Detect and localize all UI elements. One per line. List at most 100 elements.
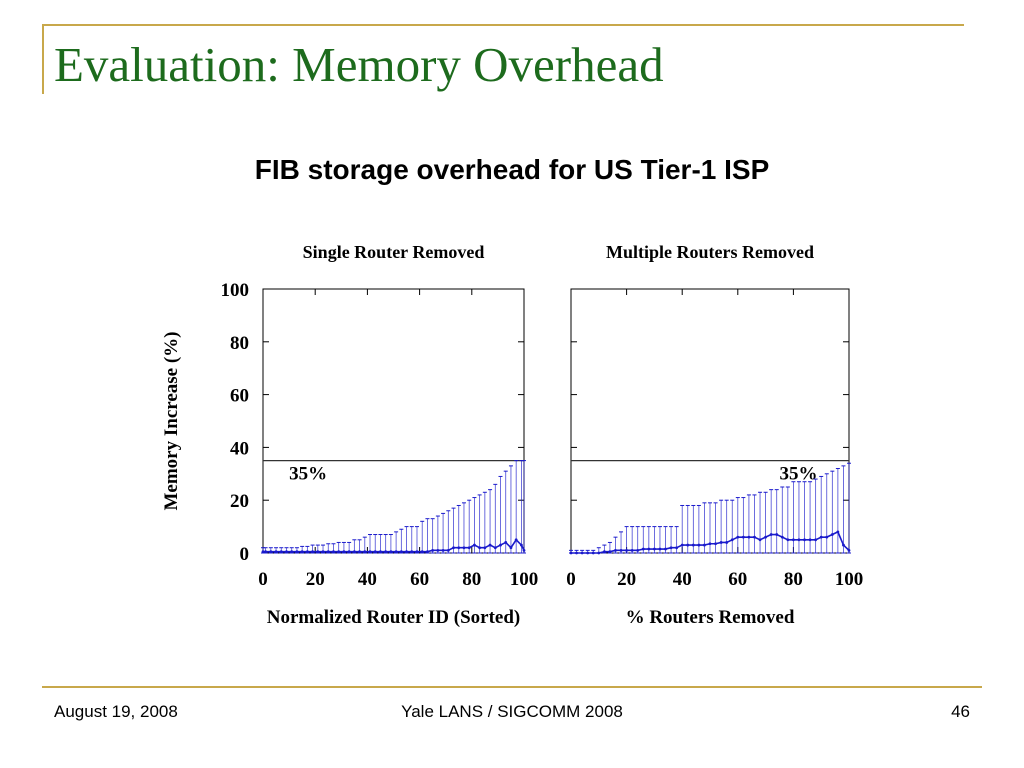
average-point <box>441 548 445 552</box>
average-point <box>680 543 684 547</box>
average-point <box>399 550 403 554</box>
average-point <box>269 550 273 554</box>
average-point <box>775 533 779 536</box>
average-point <box>619 548 623 552</box>
average-point <box>488 543 492 547</box>
reference-line-label: 35% <box>289 464 327 485</box>
y-axis-label: Memory Increase (%) <box>161 331 182 510</box>
average-point <box>691 543 695 547</box>
average-point <box>274 550 278 554</box>
average-point <box>847 548 851 552</box>
average-point <box>569 551 573 555</box>
average-point <box>522 548 526 552</box>
average-point <box>478 546 482 550</box>
average-point <box>436 548 440 552</box>
average-point <box>803 538 806 542</box>
y-tick-label: 80 <box>230 333 249 354</box>
average-point <box>514 538 518 542</box>
average-point <box>457 546 461 550</box>
average-point <box>575 551 578 555</box>
x-axis-label: % Routers Removed <box>626 607 795 628</box>
average-line <box>263 538 525 553</box>
average-point <box>467 546 471 550</box>
chart-panel-single-router: Single Router Removed Normalized Router I… <box>221 242 539 628</box>
average-point <box>636 548 640 552</box>
average-point <box>686 543 690 547</box>
average-point <box>703 543 706 547</box>
y-tick-label: 40 <box>230 438 249 459</box>
average-point <box>830 533 834 536</box>
average-point <box>415 550 419 554</box>
average-point <box>379 550 382 554</box>
average-point <box>499 543 502 547</box>
average-point <box>780 535 784 539</box>
plot-frame <box>262 288 525 554</box>
average-point <box>316 550 320 554</box>
average-point <box>337 550 341 554</box>
average-point <box>836 530 840 534</box>
top-accent-line <box>42 24 964 26</box>
x-tick-label: 0 <box>258 569 268 590</box>
average-point <box>420 550 424 554</box>
average-point <box>431 548 435 552</box>
average-point <box>426 550 429 554</box>
average-point <box>473 543 476 547</box>
x-tick-label: 80 <box>462 569 481 590</box>
bottom-accent-line <box>42 686 982 688</box>
x-tick-label: 0 <box>566 569 576 590</box>
x-tick-label: 100 <box>835 569 864 590</box>
memory-overhead-figure: Single Router Removed Normalized Router I… <box>161 242 863 628</box>
average-point <box>332 550 335 554</box>
y-tick-label: 60 <box>230 386 249 407</box>
average-point <box>808 538 812 542</box>
average-point <box>586 551 590 555</box>
average-point <box>290 550 294 554</box>
average-point <box>730 538 734 542</box>
average-point <box>519 543 523 547</box>
x-tick-label: 20 <box>306 569 325 590</box>
footer-venue: Yale LANS / SIGCOMM 2008 <box>401 702 623 721</box>
x-tick-label: 40 <box>673 569 692 590</box>
average-point <box>462 546 466 550</box>
x-tick-label: 40 <box>358 569 377 590</box>
slide-title: Evaluation: Memory Overhead <box>54 37 664 92</box>
average-point <box>305 550 309 554</box>
average-point <box>384 550 388 554</box>
left-accent-line <box>42 24 44 94</box>
average-point <box>389 550 393 554</box>
average-point <box>394 550 398 554</box>
average-point <box>630 548 634 552</box>
average-point <box>311 550 314 554</box>
x-tick-label: 80 <box>784 569 803 590</box>
average-point <box>647 547 651 551</box>
average-point <box>279 550 283 554</box>
average-point <box>658 547 662 551</box>
x-axis-label: Normalized Router ID (Sorted) <box>267 607 520 628</box>
average-point <box>819 535 823 539</box>
average-point <box>452 546 455 550</box>
x-tick-label: 60 <box>728 569 747 590</box>
average-point <box>725 541 729 544</box>
average-point <box>764 535 767 539</box>
average-point <box>358 550 361 554</box>
average-point <box>405 550 408 554</box>
chart-panel-multiple-routers: Multiple Routers Removed % Routers Remove… <box>566 242 863 628</box>
average-point <box>597 551 601 555</box>
x-tick-label: 20 <box>617 569 636 590</box>
average-point <box>653 547 656 551</box>
average-point <box>641 547 645 551</box>
reference-line-label: 35% <box>780 464 818 485</box>
average-point <box>295 550 299 554</box>
average-point <box>363 550 367 554</box>
average-point <box>321 550 325 554</box>
average-point <box>625 548 628 552</box>
average-point <box>591 551 595 555</box>
average-point <box>446 548 450 552</box>
average-point <box>675 546 679 550</box>
average-point <box>719 541 723 544</box>
average-point <box>368 550 372 554</box>
average-point <box>347 550 351 554</box>
x-tick-label: 100 <box>510 569 539 590</box>
chart-title: Multiple Routers Removed <box>606 242 814 262</box>
average-point <box>483 546 487 550</box>
